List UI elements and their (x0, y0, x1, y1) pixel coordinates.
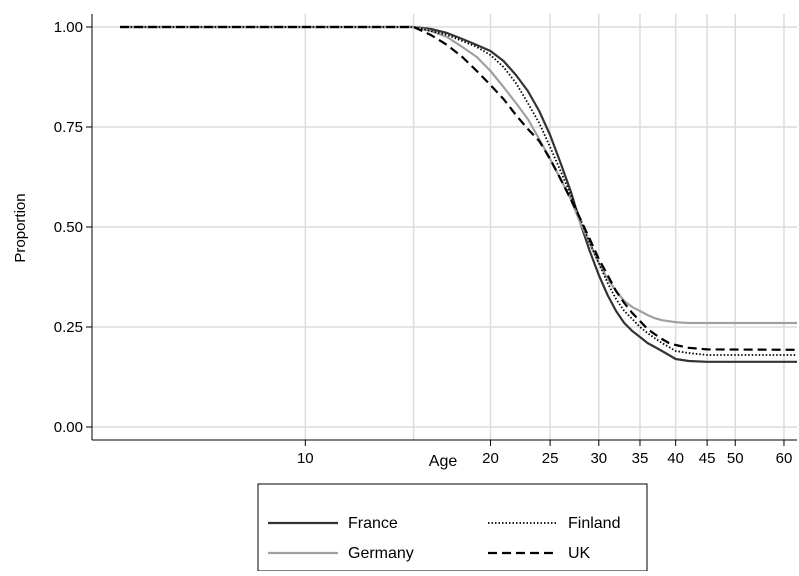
x-tick-label: 25 (542, 450, 559, 467)
y-tick-label: 0.75 (54, 119, 83, 136)
x-tick-label: 10 (297, 450, 314, 467)
x-tick-label: 30 (590, 450, 607, 467)
y-axis-label: Proportion (12, 193, 29, 262)
x-tick-label: 35 (632, 450, 649, 467)
y-tick-label: 1.00 (54, 19, 83, 36)
x-tick-label: 20 (482, 450, 499, 467)
y-tick-label: 0.50 (54, 219, 83, 236)
axes (86, 14, 797, 446)
legend-box (257, 483, 648, 572)
x-tick-label: 60 (776, 450, 793, 467)
tick-labels: 0.00 0.25 0.50 0.75 1.00 10 20 25 30 35 40 45 50 60 (54, 19, 793, 467)
x-tick-label: 45 (699, 450, 716, 467)
y-tick-label: 0.25 (54, 319, 83, 336)
x-axis-label: Age (429, 453, 458, 470)
series-line-france (120, 25, 797, 363)
x-tick-label: 40 (667, 450, 684, 467)
series-line-germany (120, 25, 797, 325)
series-line-uk (120, 25, 798, 351)
legend: France Finland Germany UK (257, 483, 648, 572)
y-tick-label: 0.00 (54, 419, 83, 436)
x-tick-label: 50 (727, 450, 744, 467)
legend-label-finland: Finland (568, 515, 620, 532)
legend-label-germany: Germany (348, 545, 414, 562)
legend-label-france: France (348, 515, 398, 532)
series-lines (120, 25, 798, 363)
gridlines (92, 14, 797, 440)
legend-label-uk: UK (568, 545, 591, 562)
series-line-finland (120, 26, 797, 356)
